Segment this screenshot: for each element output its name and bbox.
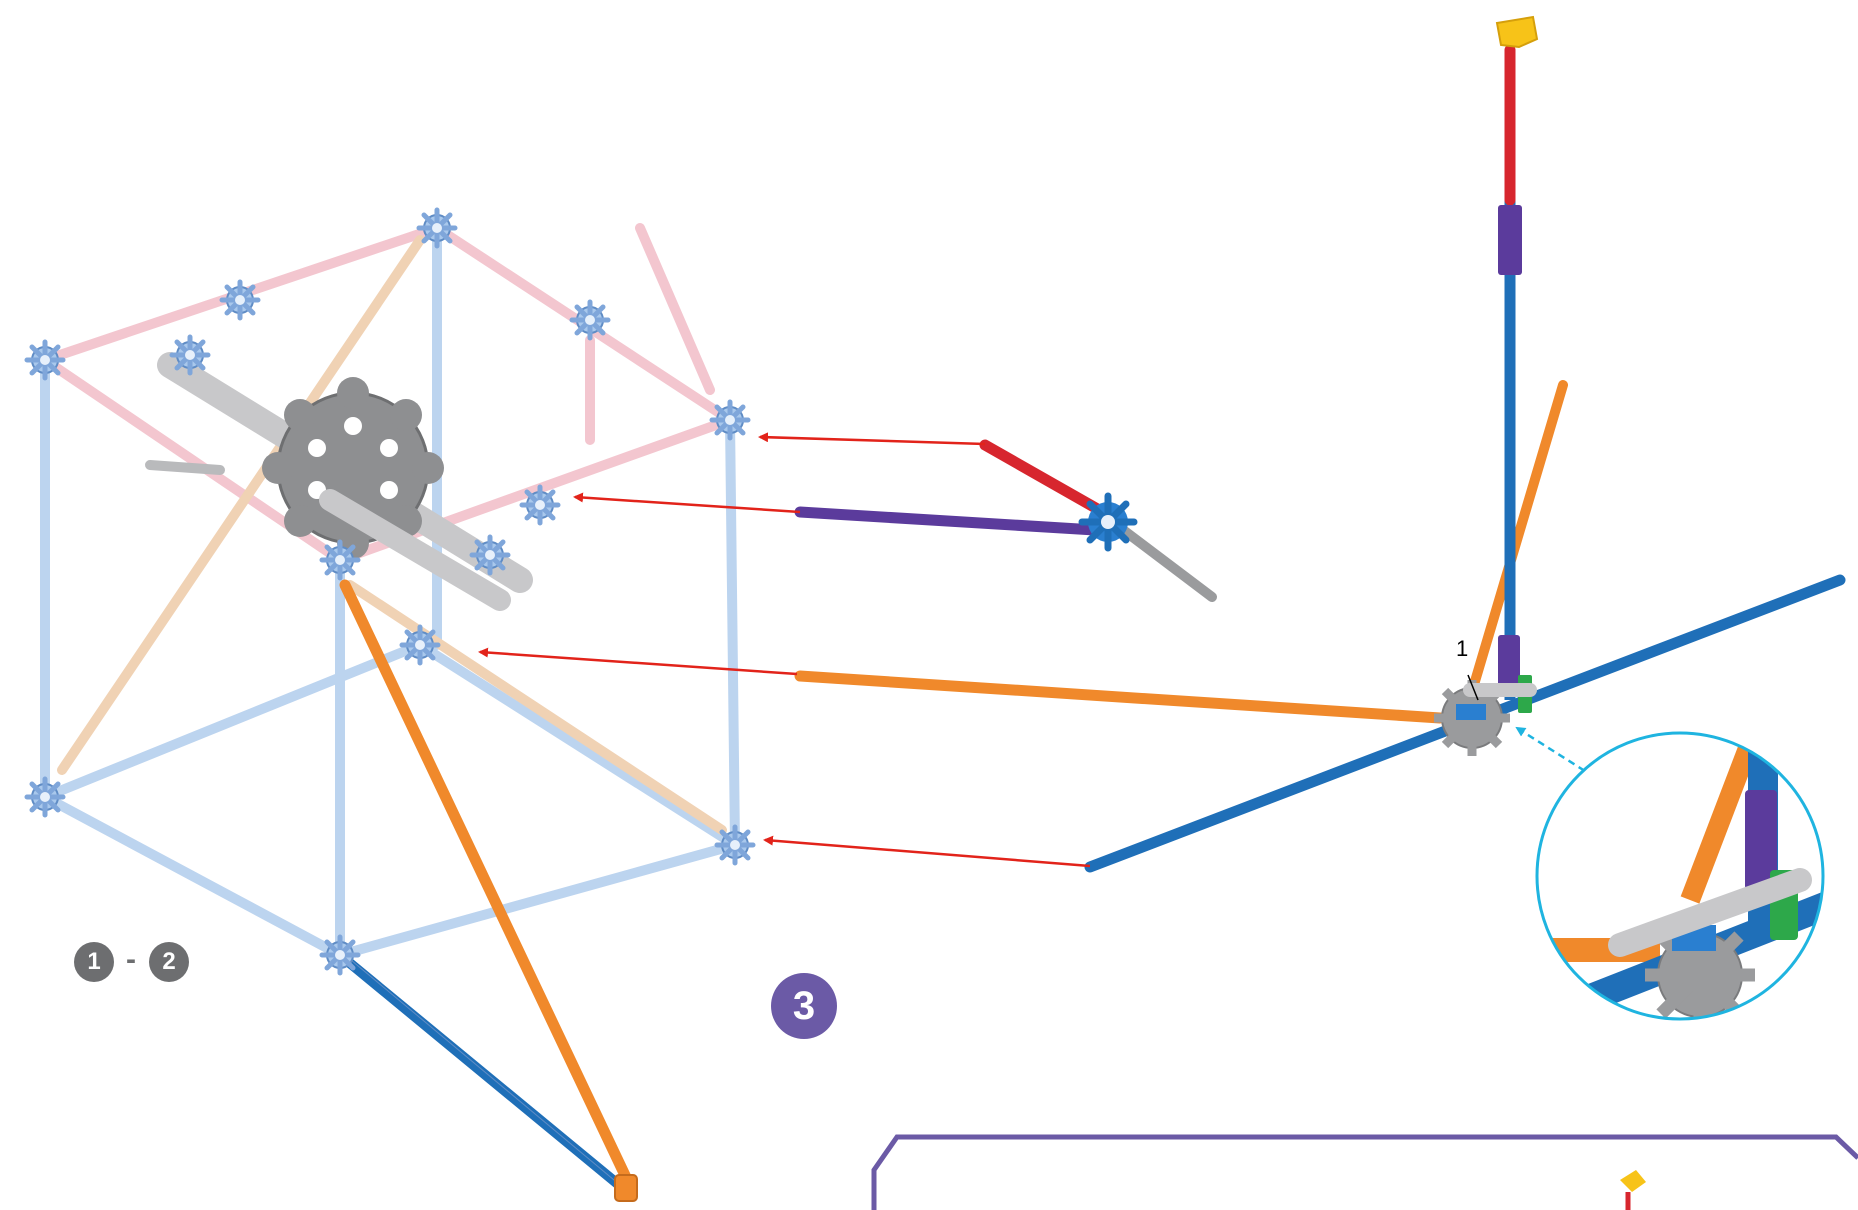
assembly-arrows [478, 432, 1091, 868]
new-parts [794, 439, 1217, 602]
gear-wheel-icon [1434, 680, 1510, 756]
part-callout-number: 1 [1456, 636, 1469, 661]
zoom-detail [1535, 731, 1825, 1021]
grey-rod [1105, 515, 1217, 602]
step-badge-2: 2 [149, 942, 189, 982]
purple-rod [794, 506, 1101, 536]
tower-assembly [794, 15, 1846, 873]
current-step-badge: 3 [771, 973, 837, 1039]
frame-assembly [27, 210, 753, 1202]
zoom-pointer [1515, 726, 1616, 792]
orange-brace [339, 579, 638, 1196]
spool-disc [262, 377, 444, 559]
front-blue-rod [335, 950, 630, 1195]
next-step-panel [871, 1134, 1858, 1210]
long-orange-rod [794, 670, 1446, 724]
step-range-separator: - [126, 943, 136, 976]
step-badge-1: 1 [74, 942, 114, 982]
yellow-connector [1495, 15, 1539, 49]
